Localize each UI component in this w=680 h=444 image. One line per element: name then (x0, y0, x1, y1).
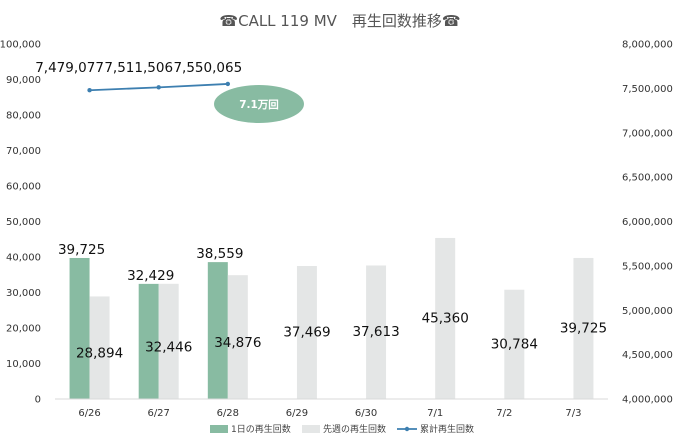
bar-last-week-plays (89, 296, 110, 399)
bar-daily-plays (69, 257, 90, 399)
left-tick-label: 10,000 (6, 359, 41, 370)
bar-daily-plays (138, 283, 159, 399)
data-label-cumulative: 7,511,506 (104, 60, 173, 76)
legend-swatch-daily (210, 425, 228, 433)
right-tick-label: 4,000,000 (622, 395, 673, 406)
left-tick-label: 0 (35, 395, 41, 406)
left-tick-label: 80,000 (6, 111, 41, 122)
bar-last-week-plays (366, 265, 387, 399)
legend-marker-cumulative (404, 426, 410, 432)
left-tick-label: 70,000 (6, 146, 41, 157)
right-tick-label: 4,500,000 (622, 350, 673, 361)
line-layer (87, 81, 231, 93)
left-tick-label: 100,000 (0, 40, 41, 51)
data-label-last-week: 45,360 (422, 310, 469, 326)
data-label-daily: 38,559 (196, 246, 243, 262)
cumulative-plays-point (87, 88, 92, 93)
legend-swatch-last-week (302, 425, 320, 433)
left-tick-label: 60,000 (6, 182, 41, 193)
x-tick-label: 6/28 (217, 408, 239, 419)
data-label-last-week: 37,613 (352, 324, 399, 340)
bars-layer (69, 237, 594, 399)
legend-label-daily: 1日の再生回数 (231, 423, 291, 435)
left-tick-label: 40,000 (6, 253, 41, 264)
right-tick-label: 8,000,000 (622, 40, 673, 51)
x-tick-label: 7/2 (496, 408, 512, 419)
bar-daily-plays (207, 262, 228, 399)
right-tick-label: 7,500,000 (622, 84, 673, 95)
left-tick-label: 20,000 (6, 324, 41, 335)
legend-label-last-week: 先週の再生回数 (323, 423, 386, 435)
right-tick-label: 5,000,000 (622, 306, 673, 317)
data-label-last-week: 28,894 (76, 346, 123, 362)
right-tick-label: 7,000,000 (622, 128, 673, 139)
chart-title: ☎CALL 119 MV 再生回数推移☎ (219, 12, 460, 30)
annotation-badge: 7.1万回 (214, 85, 304, 123)
annotation-text: 7.1万回 (239, 99, 279, 111)
right-tick-label: 6,000,000 (622, 217, 673, 228)
legend: 1日の再生回数 先週の再生回数 累計再生回数 (210, 423, 474, 435)
x-tick-label: 6/30 (355, 408, 377, 419)
left-tick-label: 30,000 (6, 288, 41, 299)
annotation-ellipse (214, 85, 304, 123)
data-label-last-week: 34,876 (214, 335, 261, 351)
cumulative-plays-point (156, 85, 161, 90)
x-axis: 6/26 6/27 6/28 6/29 6/30 7/1 7/2 7/3 (78, 408, 581, 419)
x-tick-label: 7/1 (427, 408, 443, 419)
bar-last-week-plays (158, 283, 179, 399)
data-label-last-week: 30,784 (491, 336, 538, 352)
data-label-last-week: 32,446 (145, 339, 192, 355)
data-label-daily: 32,429 (127, 268, 174, 284)
data-label-last-week: 37,469 (283, 324, 330, 340)
bar-last-week-plays (573, 257, 594, 399)
data-label-cumulative: 7,550,065 (173, 60, 242, 76)
x-tick-label: 6/26 (78, 408, 100, 419)
legend-label-cumulative: 累計再生回数 (420, 423, 474, 435)
data-label-daily: 39,725 (58, 242, 105, 258)
left-tick-label: 90,000 (6, 75, 41, 86)
right-tick-label: 5,500,000 (622, 261, 673, 272)
data-labels-layer: 39,725 32,429 38,559 28,894 32,446 34,876 37,4… (35, 60, 607, 362)
left-axis: 0 10,000 20,000 30,000 40,000 50,000 60,000 70,… (0, 40, 41, 406)
right-axis: 4,000,000 4,500,000 5,000,000 5,500,000 6,00… (622, 40, 673, 406)
data-label-cumulative: 7,479,077 (35, 60, 104, 76)
x-tick-label: 6/27 (147, 408, 169, 419)
bar-last-week-plays (435, 237, 456, 399)
right-tick-label: 6,500,000 (622, 173, 673, 184)
x-tick-label: 6/29 (286, 408, 308, 419)
bar-last-week-plays (296, 265, 317, 399)
left-tick-label: 50,000 (6, 217, 41, 228)
bar-last-week-plays (227, 275, 248, 399)
x-tick-label: 7/3 (565, 408, 581, 419)
data-label-last-week: 39,725 (560, 320, 607, 336)
bar-last-week-plays (504, 289, 525, 399)
cumulative-plays-point (225, 81, 231, 87)
